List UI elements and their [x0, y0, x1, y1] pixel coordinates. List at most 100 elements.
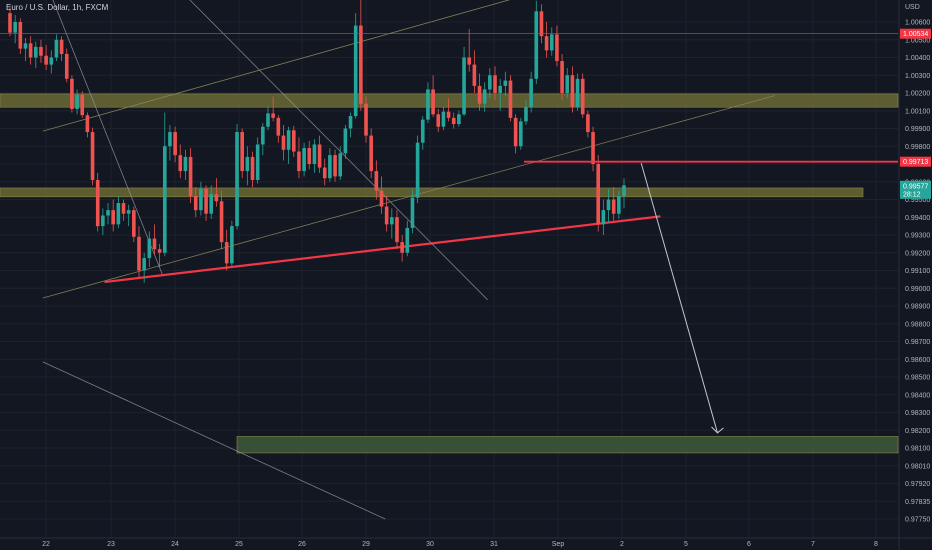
- candle-body: [374, 171, 379, 191]
- candle-body: [524, 107, 528, 122]
- candle-body: [18, 22, 23, 49]
- price-tag-label: 0.99577: [903, 183, 928, 190]
- candle-body: [142, 258, 146, 271]
- price-zones: [0, 93, 899, 454]
- candle-body: [390, 217, 394, 225]
- chart-title: Euro / U.S. Dollar, 1h, FXCM: [6, 3, 109, 12]
- candle-body: [168, 132, 172, 147]
- channel-lower: [42, 95, 775, 299]
- price-tick-label: 0.98700: [905, 339, 930, 346]
- candle-body: [132, 210, 136, 237]
- candle-body: [369, 135, 373, 172]
- candle-body: [23, 43, 28, 49]
- price-tick-label: 0.98100: [905, 446, 930, 453]
- time-tick-label: 6: [747, 541, 751, 548]
- candle-body: [529, 78, 533, 108]
- candle-body: [333, 155, 337, 177]
- price-tick-label: 0.97835: [905, 499, 930, 506]
- price-tick-label: 1.00200: [905, 91, 930, 98]
- candle-body: [591, 132, 595, 164]
- candle-body: [286, 130, 291, 150]
- candle-body: [116, 203, 121, 225]
- candle-body: [101, 215, 105, 227]
- candle-body: [601, 210, 606, 225]
- candle-body: [410, 197, 415, 228]
- projection-arrow: [640, 162, 718, 434]
- candle-body: [209, 194, 214, 214]
- candle-body: [219, 201, 224, 243]
- candle-body: [235, 132, 239, 227]
- candle-body: [477, 85, 482, 104]
- candle-body: [157, 249, 162, 253]
- candle-body: [291, 130, 296, 152]
- price-tick-label: 1.00600: [905, 20, 930, 27]
- price-tag: [900, 156, 931, 167]
- price-tag: [900, 188, 931, 199]
- channel-upper: [42, 0, 511, 132]
- candle-body: [90, 132, 95, 180]
- candle-body: [338, 153, 343, 177]
- candle-body: [415, 142, 420, 198]
- candle-body: [33, 46, 38, 58]
- candle-body: [54, 39, 59, 58]
- candle-body: [544, 36, 549, 51]
- candle-body: [240, 132, 244, 172]
- descending-line-2: [189, 0, 488, 301]
- price-tag: [900, 180, 931, 191]
- candle-body: [451, 117, 456, 125]
- candle-body: [126, 210, 131, 214]
- candle-body: [622, 185, 626, 196]
- time-axis[interactable]: 22 23 24 25 26 29 30 31 Sep 2 5 6 7 8: [0, 537, 932, 548]
- candle-body: [560, 61, 564, 93]
- candle-body: [297, 151, 301, 172]
- price-tick-label: 0.98200: [905, 428, 930, 435]
- price-tag: [900, 28, 931, 39]
- price-tick-label: 0.99300: [905, 233, 930, 240]
- candle-body: [64, 53, 69, 79]
- candle-body: [95, 179, 100, 227]
- price-tag-label: 28:12: [903, 191, 921, 198]
- candle-body: [255, 144, 260, 180]
- trendlines: [42, 0, 775, 520]
- time-tick-label: 23: [107, 541, 115, 548]
- candle-body: [28, 43, 33, 58]
- candle-body: [446, 111, 451, 118]
- candle-body: [199, 188, 203, 211]
- candle-body: [183, 156, 188, 172]
- price-tick-label: 1.00100: [905, 108, 930, 115]
- candle-body: [13, 22, 17, 33]
- candle-body: [173, 132, 177, 156]
- candle-body: [328, 155, 332, 179]
- candle-body: [85, 115, 90, 133]
- candle-body: [472, 64, 477, 86]
- candle-body: [457, 114, 461, 125]
- price-axis[interactable]: USD1.006001.005001.004001.003001.002001.…: [898, 0, 930, 550]
- target-zone: [236, 436, 899, 454]
- candle-body: [121, 203, 126, 214]
- candle-body: [261, 126, 265, 145]
- price-tick-label: 0.99200: [905, 250, 930, 257]
- price-tick-label: 1.00400: [905, 55, 930, 62]
- descending-line-1: [52, 0, 163, 275]
- candle-body: [575, 78, 580, 108]
- time-tick-label: 29: [362, 541, 370, 548]
- candle-body: [441, 111, 446, 127]
- candle-body: [312, 144, 317, 164]
- candle-body: [467, 57, 472, 65]
- candle-body: [250, 156, 255, 180]
- candle-body: [80, 94, 85, 116]
- candle-body: [322, 167, 327, 179]
- currency-label: USD: [905, 4, 920, 11]
- candle-body: [152, 238, 157, 250]
- time-tick-label: 26: [298, 541, 306, 548]
- candle-body: [343, 128, 348, 154]
- candle-body: [224, 242, 229, 264]
- candle-body: [44, 55, 48, 65]
- price-tick-label: 0.98900: [905, 304, 930, 311]
- candle-body: [70, 78, 74, 109]
- support-zone: [0, 187, 864, 198]
- candle-body: [353, 25, 358, 117]
- candle-body: [420, 119, 425, 143]
